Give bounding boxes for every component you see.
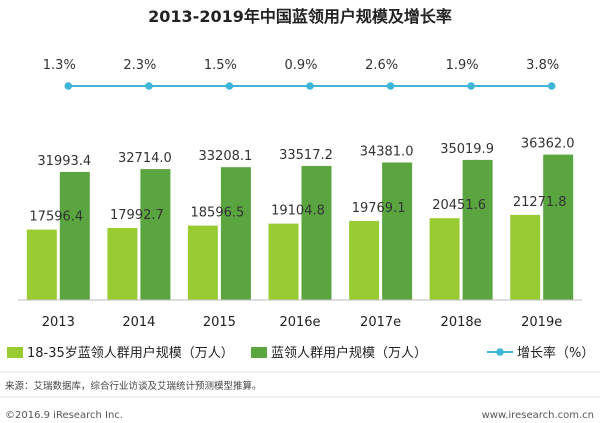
legend-swatch-2	[251, 347, 267, 358]
growth-rate-series: 1.3% 2.3% 1.5% 0.9% 2.6% 1.9% 3.8%	[43, 58, 559, 90]
growth-rate-point-2015	[225, 82, 234, 90]
bar-1-2017e	[349, 220, 380, 300]
bar-label-2-2017e: 34381.0	[360, 145, 414, 160]
bar-2-2017e	[382, 162, 413, 300]
bar-label-2-2019e: 36362.0	[521, 137, 575, 152]
footer-copyright: ©2016.9 iResearch Inc.	[5, 410, 123, 421]
growth-rate-label-2016e: 0.9%	[284, 58, 317, 73]
growth-rate-point-2013	[64, 82, 73, 90]
x-tick-label: 2015	[203, 315, 236, 330]
growth-rate-label-2017e: 2.6%	[365, 58, 398, 73]
x-tick-label: 2019e	[521, 315, 562, 330]
bar-2-2016e	[301, 165, 332, 300]
x-tick-label: 2013	[42, 315, 75, 330]
chart-title: 2013-2019年中国蓝领用户规模及增长率	[148, 7, 452, 26]
growth-rate-point-2014	[145, 82, 153, 90]
bar-1-2018e	[429, 218, 460, 300]
legend: 18-35岁蓝领人群用户规模（万人） 蓝领人群用户规模（万人） 增长率（%）	[7, 345, 594, 361]
bar-label-1-2019e: 21271.8	[513, 195, 567, 210]
x-tick-label: 2014	[122, 315, 155, 330]
x-tick-label: 2016e	[279, 315, 320, 330]
bar-1-2016e	[268, 223, 299, 300]
bar-2-2018e	[462, 159, 493, 300]
bar-series: 17596.4 31993.4 17992.7 32714.0 18596.5 33208…	[26, 137, 575, 300]
bar-label-1-2015: 18596.5	[191, 206, 245, 221]
growth-rate-label-2013: 1.3%	[43, 58, 76, 73]
bar-1-2019e	[510, 214, 541, 300]
bar-1-2014	[107, 228, 138, 300]
growth-rate-point-2017e	[386, 82, 395, 90]
bar-label-1-2016e: 19104.8	[271, 204, 325, 219]
bar-label-1-2018e: 20451.6	[432, 198, 486, 213]
bar-label-1-2013: 17596.4	[29, 210, 83, 225]
bar-label-1-2017e: 19769.1	[352, 201, 406, 216]
x-tick-label: 2018e	[441, 315, 482, 330]
bar-2-2013	[59, 172, 90, 300]
footer-website: www.iresearch.com.cn	[482, 410, 594, 421]
legend-label-2: 蓝领人群用户规模（万人）	[271, 345, 427, 361]
legend-label-1: 18-35岁蓝领人群用户规模（万人）	[27, 345, 234, 361]
legend-label-3: 增长率（%）	[517, 345, 594, 361]
growth-rate-point-2018e	[467, 82, 475, 90]
growth-rate-label-2015: 1.5%	[204, 58, 237, 73]
x-axis-ticks: 2013 2014 2015 2016e 2017e 2018e 2019e	[42, 315, 562, 330]
growth-rate-label-2014: 2.3%	[123, 58, 156, 73]
bar-label-2-2014: 32714.0	[118, 151, 172, 166]
bar-label-2-2018e: 35019.9	[440, 142, 494, 157]
source-note: 来源：艾瑞数据库，综合行业访谈及艾瑞统计预测模型推算。	[5, 380, 262, 392]
growth-rate-point-2019e	[547, 82, 556, 90]
bar-label-2-2016e: 33517.2	[279, 148, 333, 163]
bar-label-1-2014: 17992.7	[110, 208, 164, 223]
bar-label-2-2013: 31993.4	[37, 154, 91, 169]
growth-rate-point-2016e	[306, 82, 314, 90]
legend-swatch-1	[7, 347, 23, 358]
bar-label-2-2015: 33208.1	[199, 149, 253, 164]
growth-rate-label-2019e: 3.8%	[526, 58, 559, 73]
legend-marker-3	[496, 348, 504, 356]
bar-2-2015	[220, 167, 251, 300]
bar-1-2013	[26, 229, 57, 300]
x-tick-label: 2017e	[360, 315, 401, 330]
growth-rate-label-2018e: 1.9%	[446, 58, 479, 73]
bar-2-2014	[140, 169, 171, 300]
bar-2-2019e	[543, 154, 574, 300]
bar-1-2015	[187, 225, 218, 300]
